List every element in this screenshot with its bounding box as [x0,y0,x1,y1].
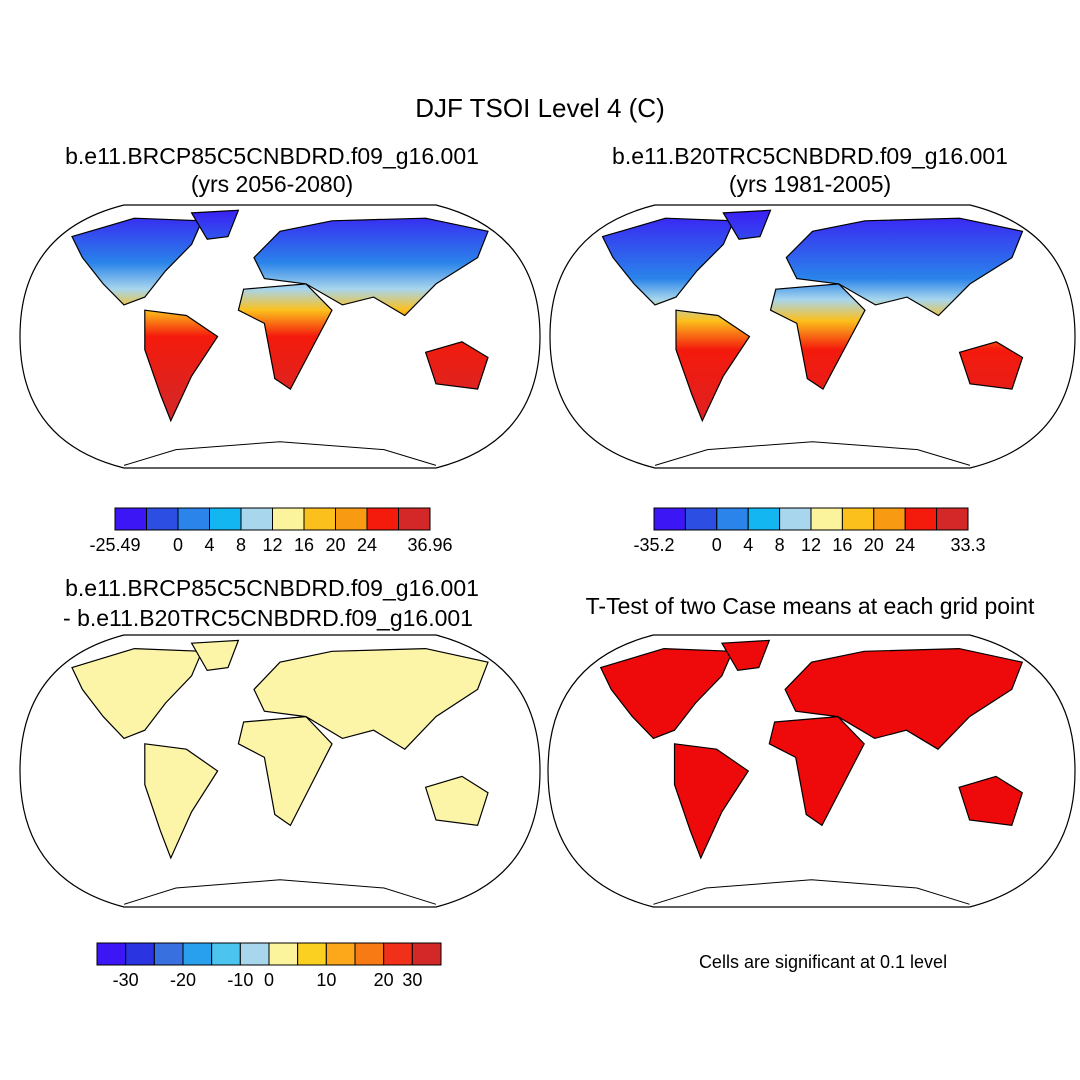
landmass [958,775,1024,827]
colorbar-label: 33.3 [950,535,985,555]
colorbar-label: -10 [227,970,253,990]
colorbar-label: 16 [294,535,314,555]
colorbar-box [411,942,442,966]
colorbar-label: 4 [743,535,753,555]
panel-title: b.e11.BRCP85C5CNBDRD.f09_g16.001 [65,143,479,169]
antarctica [123,879,437,905]
panel-title: b.e11.BRCP85C5CNBDRD.f09_g16.001 [65,575,479,601]
colorbar-label: 16 [832,535,852,555]
antarctica [653,879,970,905]
colorbar-label: -35.2 [633,535,674,555]
map-frame [549,204,1076,469]
colorbar-label: 24 [895,535,915,555]
colorbar-box [96,942,127,966]
landmass [144,309,219,423]
colorbar-box [873,507,906,531]
colorbar-box [653,507,686,531]
colorbar-box [153,942,184,966]
colorbar-box [297,942,327,966]
colorbar-label: 8 [775,535,785,555]
colorbar-box [211,942,241,966]
colorbar-box [383,942,413,966]
colorbar-box [747,507,781,531]
colorbar-label: 20 [864,535,884,555]
landmass [190,639,240,672]
colorbar-label: 10 [316,970,336,990]
colorbar-box [146,507,179,531]
colorbar-box [114,507,147,531]
antarctica [123,441,437,466]
landmass [71,217,203,306]
colorbar-box [936,507,969,531]
colorbar-box [325,942,356,966]
colorbar-label: 24 [357,535,377,555]
landmass [722,209,772,240]
panel-subtitle: - b.e11.B20TRC5CNBDRD.f09_g16.001 [63,605,473,631]
colorbar-box [810,507,843,531]
colorbar-label: 8 [236,535,246,555]
colorbar-label: 12 [262,535,282,555]
colorbar-box [335,507,368,531]
landmass [424,775,489,827]
colorbar-label: -30 [113,970,139,990]
colorbar-label: 0 [712,535,722,555]
colorbar-label: 12 [801,535,821,555]
landmass [237,715,333,827]
map-frame [547,634,1076,908]
colorbar-box [268,942,299,966]
landmass [237,283,333,390]
map-frame [19,204,541,469]
colorbar-label: 20 [374,970,394,990]
colorbar-label: 36.96 [407,535,452,555]
colorbar-box [303,507,336,531]
colorbar-box [125,942,155,966]
colorbar-box [272,507,305,531]
colorbar-label: -20 [170,970,196,990]
colorbar-box [209,507,242,531]
colorbar-label: 4 [204,535,214,555]
panel-subtitle: (yrs 2056-2080) [191,171,353,197]
figure-title: DJF TSOI Level 4 (C) [415,93,664,123]
landmass [769,283,866,390]
landmass [599,647,734,740]
colorbar-box [716,507,749,531]
landmass [424,341,489,390]
map-frame [19,634,541,908]
colorbar-label: 30 [402,970,422,990]
panel-title: T-Test of two Case means at each grid po… [586,593,1035,619]
landmass [71,647,203,740]
colorbar-label: 0 [173,535,183,555]
landmass [673,743,750,860]
landmass [601,217,735,306]
colorbar-box [841,507,875,531]
note: Cells are significant at 0.1 level [699,952,947,972]
colorbar-box [366,507,399,531]
landmass [675,309,751,423]
colorbar-box [779,507,812,531]
landmass [720,639,771,672]
panel-subtitle: (yrs 1981-2005) [729,171,891,197]
colorbar-label: 0 [264,970,274,990]
landmass [190,209,240,240]
colorbar-box [684,507,718,531]
landmass [768,715,865,827]
landmass [958,341,1024,390]
colorbar-box [177,507,210,531]
colorbar-box [182,942,213,966]
landmass [144,743,219,860]
colorbar-label: 20 [325,535,345,555]
colorbar-box [240,507,273,531]
antarctica [654,441,971,466]
colorbar-box [398,507,431,531]
colorbar-box [354,942,385,966]
colorbar-label: -25.49 [89,535,140,555]
colorbar-box [904,507,938,531]
colorbar-box [239,942,270,966]
panel-title: b.e11.B20TRC5CNBDRD.f09_g16.001 [612,143,1008,169]
